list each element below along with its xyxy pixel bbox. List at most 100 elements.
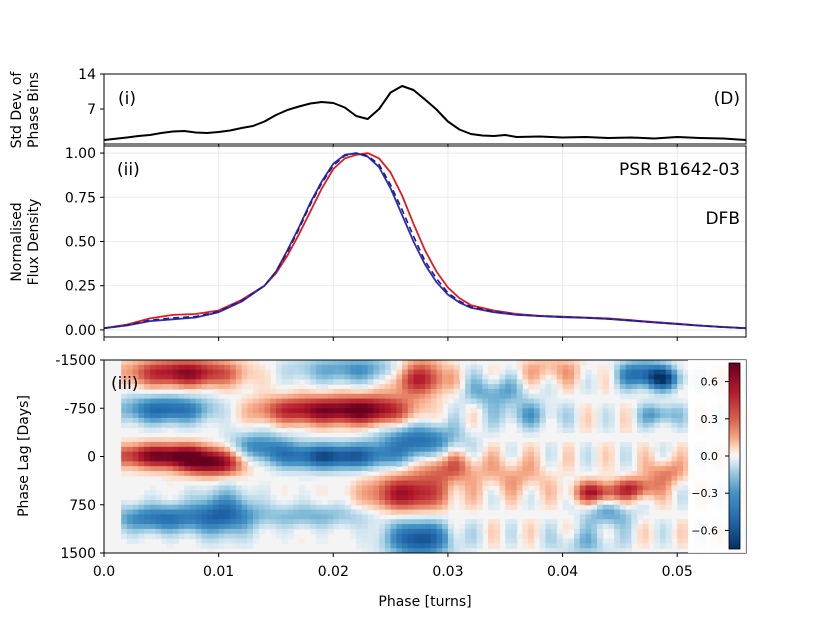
heatmap-cell [591,519,598,525]
heatmap-cell [545,504,552,511]
heatmap-cell [344,461,352,467]
heatmap-cell [545,490,552,496]
heatmap-cell [488,543,495,549]
heatmap-cell [367,528,375,535]
heatmap-cell [149,408,157,414]
heatmap-cell [654,461,661,467]
heatmap-cell [591,524,598,530]
heatmap-cell [488,504,495,511]
heatmap-cell [660,480,667,487]
heatmap-cell [442,388,449,395]
heatmap-cell [207,538,214,544]
heatmap-cell [327,514,334,520]
heatmap-cell [533,470,541,477]
heatmap-cell [430,364,438,371]
heatmap-cell [247,417,254,424]
heatmap-cell [167,514,174,520]
heatmap-cell [379,466,386,472]
heatmap-cell [201,369,208,376]
heatmap-cell [224,422,231,429]
heatmap-cell [293,446,300,453]
heatmap-cell [218,528,225,535]
heatmap-cell [425,504,432,511]
heatmap-cell [665,475,673,482]
heatmap-cell [373,519,380,525]
heatmap-cell [476,485,483,491]
heatmap-cell [591,514,598,520]
heatmap-cell [614,509,621,515]
heatmap-cell [596,451,604,458]
heatmap-cell [138,538,145,544]
heatmap-cell [258,442,266,448]
heatmap-cell [671,456,678,462]
std-dev-ytick-label: 7 [87,102,96,118]
heatmap-cell [316,360,323,366]
heatmap-cell [258,524,266,530]
heatmap-cell [482,427,489,433]
heatmap-cell [522,485,529,491]
heatmap-cell [402,446,409,453]
heatmap-cell [447,548,455,553]
heatmap-cell [327,408,334,414]
heatmap-cell [201,538,208,544]
heatmap-cell [264,509,271,515]
heatmap-cell [184,461,191,467]
heatmap-cell [253,364,260,371]
heatmap-cell [189,528,197,535]
heatmap-cell [172,369,180,376]
heatmap-cell [459,470,466,477]
heatmap-cell [453,427,460,433]
heatmap-cell [459,451,466,458]
heatmap-cell [126,466,134,472]
heatmap-cell [637,427,644,433]
heatmap-cell [596,475,604,482]
heatmap-cell [167,379,174,385]
heatmap-cell [224,514,231,520]
heatmap-cell [333,466,340,472]
heatmap-cell [447,456,455,462]
heatmap-cell [172,533,180,540]
heatmap-cell [161,422,168,429]
heatmap-cell [562,528,569,535]
heatmap-cell [172,538,180,544]
heatmap-cell [642,388,650,395]
heatmap-cell [591,533,598,540]
heatmap-cell [488,364,495,371]
heatmap-cell [121,437,128,443]
heatmap-cell [281,461,289,467]
heatmap-cell [178,490,185,496]
heatmap-cell [275,504,283,511]
heatmap-cell [293,413,300,419]
heatmap-cell [619,514,627,520]
heatmap-cell [212,379,220,385]
heatmap-cell [373,417,380,424]
heatmap-cell [304,437,311,443]
heatmap-cell [167,451,174,458]
heatmap-cell [642,432,650,438]
heatmap-cell [184,427,191,433]
heatmap-cell [235,442,243,448]
heatmap-cell [230,432,237,438]
heatmap-cell [602,548,610,553]
heatmap-cell [407,456,415,462]
heatmap-cell [235,369,243,376]
heatmap-cell [396,413,403,419]
heatmap-cell [660,417,667,424]
heatmap-cell [602,495,610,501]
heatmap-cell [465,548,472,553]
heatmap-cell [316,470,323,477]
heatmap-cell [224,538,231,544]
heatmap-cell [619,369,627,376]
heatmap-cell [619,451,627,458]
heatmap-cell [482,393,489,400]
heatmap-cell [189,504,197,511]
heatmap-cell [189,379,197,385]
heatmap-cell [430,514,438,520]
heatmap-cell [510,524,518,530]
heatmap-cell [510,475,518,482]
heatmap-cell [568,384,575,390]
heatmap-cell [419,413,426,419]
heatmap-cell [207,374,214,380]
heatmap-cell [235,461,243,467]
heatmap-cell [528,432,535,438]
